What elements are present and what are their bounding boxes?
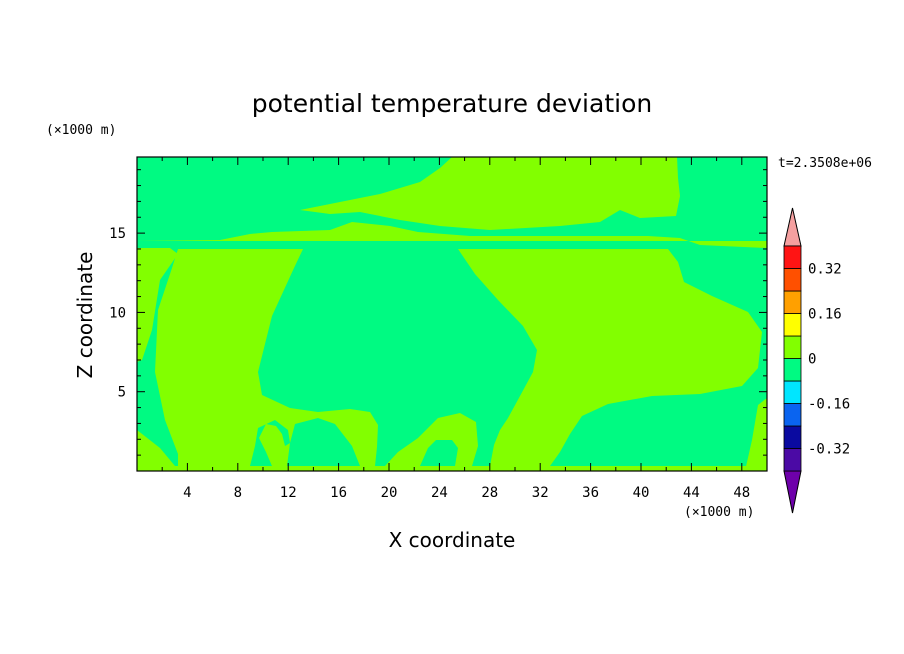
colorbar-label: -0.32 <box>808 442 850 458</box>
time-label: t=2.3508e+06 <box>778 156 872 171</box>
colorbar-segment <box>783 380 802 404</box>
x-tick-label: 32 <box>532 485 549 501</box>
x-tick-label: 20 <box>381 485 398 501</box>
x-tick-label: 48 <box>733 485 750 501</box>
colorbar: 0.32 0.16 0 -0.16 -0.32 <box>783 207 850 514</box>
y-tick-label: 10 <box>109 305 126 321</box>
contour-field <box>136 156 768 472</box>
x-tick-label: 4 <box>183 485 191 501</box>
colorbar-segment <box>783 313 802 337</box>
x-tick-label: 28 <box>481 485 498 501</box>
colorbar-label: 0.16 <box>808 307 842 323</box>
contour-region-top <box>300 157 680 230</box>
colorbar-segment <box>783 448 802 472</box>
x-tick-label: 12 <box>280 485 297 501</box>
contour-region-bottom-strip <box>137 466 767 471</box>
x-tick-label: 36 <box>582 485 599 501</box>
contour-region-upper-strip <box>262 234 320 238</box>
contour-region-lower-left <box>137 430 180 471</box>
colorbar-under-triangle <box>783 470 802 514</box>
x-tick-label: 16 <box>330 485 347 501</box>
y-tick-label: 15 <box>109 226 126 242</box>
contour-region-right-edge <box>745 398 767 471</box>
x-tick-label: 44 <box>683 485 700 501</box>
colorbar-label: -0.16 <box>808 397 850 413</box>
colorbar-segment <box>783 290 802 314</box>
colorbar-segment <box>783 403 802 427</box>
contour-region-upper <box>137 222 767 248</box>
colorbar-label: 0 <box>808 352 816 368</box>
colorbar-segment <box>783 268 802 292</box>
chart-title: potential temperature deviation <box>252 89 652 118</box>
contour-region-mid-left <box>155 249 378 466</box>
colorbar-over-triangle <box>783 207 802 247</box>
x-tick-label: 8 <box>234 485 242 501</box>
y-unit-label: (×1000 m) <box>46 123 116 138</box>
colorbar-label: 0.32 <box>808 262 842 278</box>
x-axis: 4 8 12 16 20 24 28 32 36 40 44 48 <box>161 157 750 501</box>
x-axis-label: X coordinate <box>389 528 516 552</box>
colorbar-segment <box>783 358 802 382</box>
colorbar-segment <box>783 335 802 359</box>
x-tick-label: 24 <box>431 485 448 501</box>
y-axis-label: Z coordinate <box>73 252 97 379</box>
y-tick-label: 5 <box>118 385 126 401</box>
colorbar-segment <box>783 425 802 449</box>
contour-region-center <box>385 413 478 466</box>
field-frame <box>136 156 768 472</box>
x-tick-label: 40 <box>633 485 650 501</box>
contour-region-upper-strip-right <box>548 230 700 236</box>
y-axis: 5 10 15 <box>109 169 767 456</box>
colorbar-segment <box>783 245 802 269</box>
contour-region-left <box>137 248 178 362</box>
x-unit-label: (×1000 m) <box>684 505 754 520</box>
contour-region-right <box>458 249 762 466</box>
